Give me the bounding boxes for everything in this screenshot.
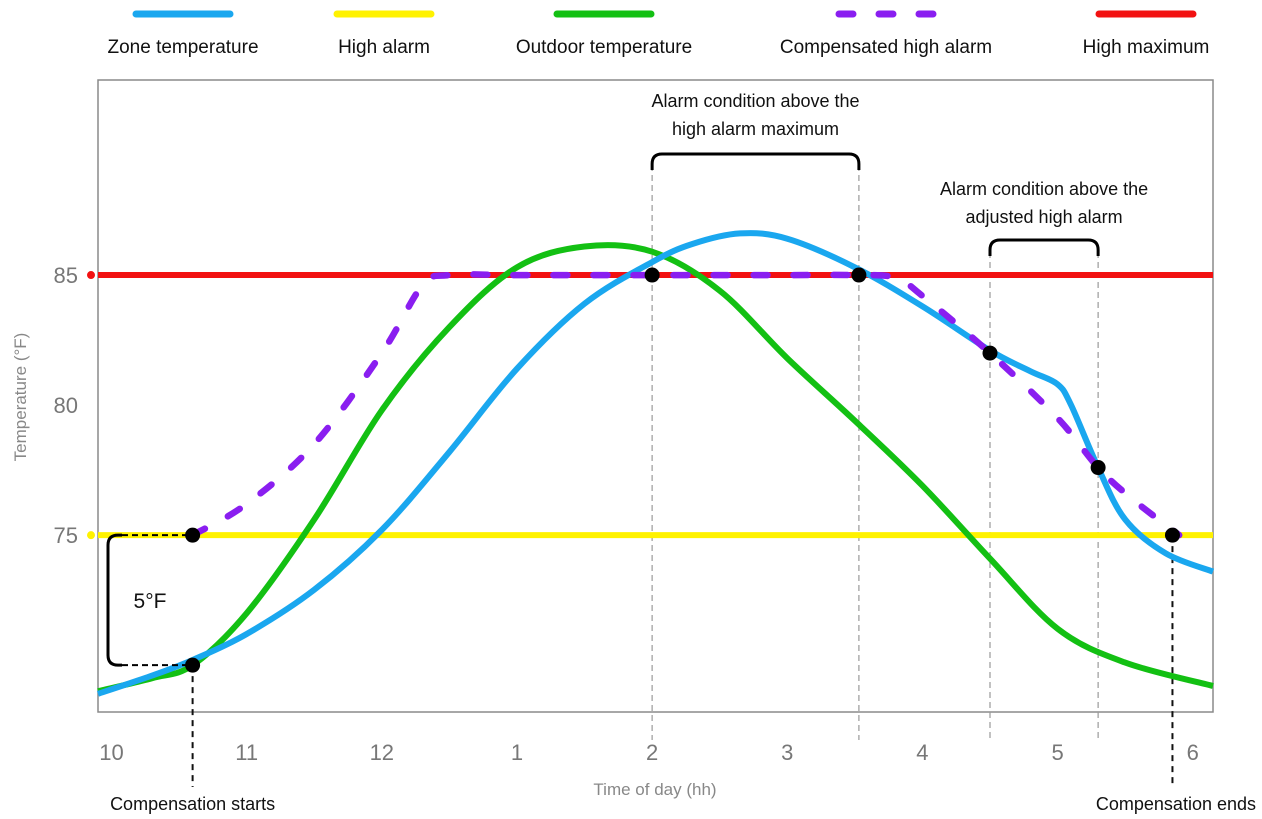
- data-point-marker: [982, 345, 998, 361]
- x-tick-label: 12: [370, 740, 394, 765]
- difference-label: 5°F: [134, 590, 167, 613]
- data-point-marker: [1164, 527, 1180, 543]
- data-point-marker: [644, 267, 660, 283]
- y-tick-label: 75: [54, 523, 78, 548]
- x-tick-label: 6: [1187, 740, 1199, 765]
- x-tick-label: 4: [916, 740, 928, 765]
- x-tick-label: 1: [511, 740, 523, 765]
- x-axis-label: Time of day (hh): [593, 780, 716, 799]
- data-point-marker: [1090, 460, 1106, 476]
- x-tick-label: 10: [99, 740, 123, 765]
- legend-label-high_alarm: High alarm: [338, 37, 430, 58]
- plot-frame: [97, 79, 1214, 713]
- series-line-comp_alarm: [189, 271, 1183, 539]
- y-tick-label: 80: [54, 393, 78, 418]
- annotation-brackets: [106, 152, 1100, 667]
- legend-label-comp_alarm: Compensated high alarm: [780, 37, 992, 58]
- series-line-zone: [97, 230, 1215, 697]
- data-point-marker: [851, 267, 867, 283]
- series-line-outdoor: [97, 242, 1214, 695]
- annotation-above-max: high alarm maximum: [672, 119, 839, 139]
- legend-label-outdoor: Outdoor temperature: [516, 37, 692, 58]
- data-point-marker: [185, 657, 201, 673]
- x-tick-label: 2: [646, 740, 658, 765]
- x-tick-label: 3: [781, 740, 793, 765]
- alarm-above-adjusted-bracket: [988, 238, 1100, 256]
- y-tick-label: 85: [54, 263, 78, 288]
- x-tick-label: 5: [1051, 740, 1063, 765]
- compensation-ends-label: Compensation ends: [1096, 794, 1256, 814]
- legend-label-zone: Zone temperature: [107, 37, 258, 58]
- series-stub-high_max: [87, 271, 95, 280]
- markers: [185, 267, 1180, 673]
- annotation-above-adjusted: adjusted high alarm: [966, 207, 1123, 227]
- x-tick-label: 11: [235, 740, 258, 765]
- annotation-above-adjusted: Alarm condition above the: [940, 179, 1148, 199]
- series-stub-high_alarm: [87, 531, 95, 540]
- compensation-starts-label: Compensation starts: [110, 794, 275, 814]
- data-point-marker: [185, 527, 201, 543]
- annotation-labels: Alarm condition above the high alarm maxi…: [110, 91, 1256, 814]
- legend-label-high_max: High maximum: [1083, 37, 1210, 58]
- series-layer: [87, 230, 1215, 697]
- legend: Zone temperature High alarm Outdoor temper…: [107, 10, 1210, 58]
- y-axis-label: Temperature (°F): [11, 333, 30, 462]
- alarm-above-max-bracket: [650, 152, 861, 170]
- annotation-above-max: Alarm condition above the: [651, 91, 859, 111]
- difference-bracket: [106, 533, 122, 667]
